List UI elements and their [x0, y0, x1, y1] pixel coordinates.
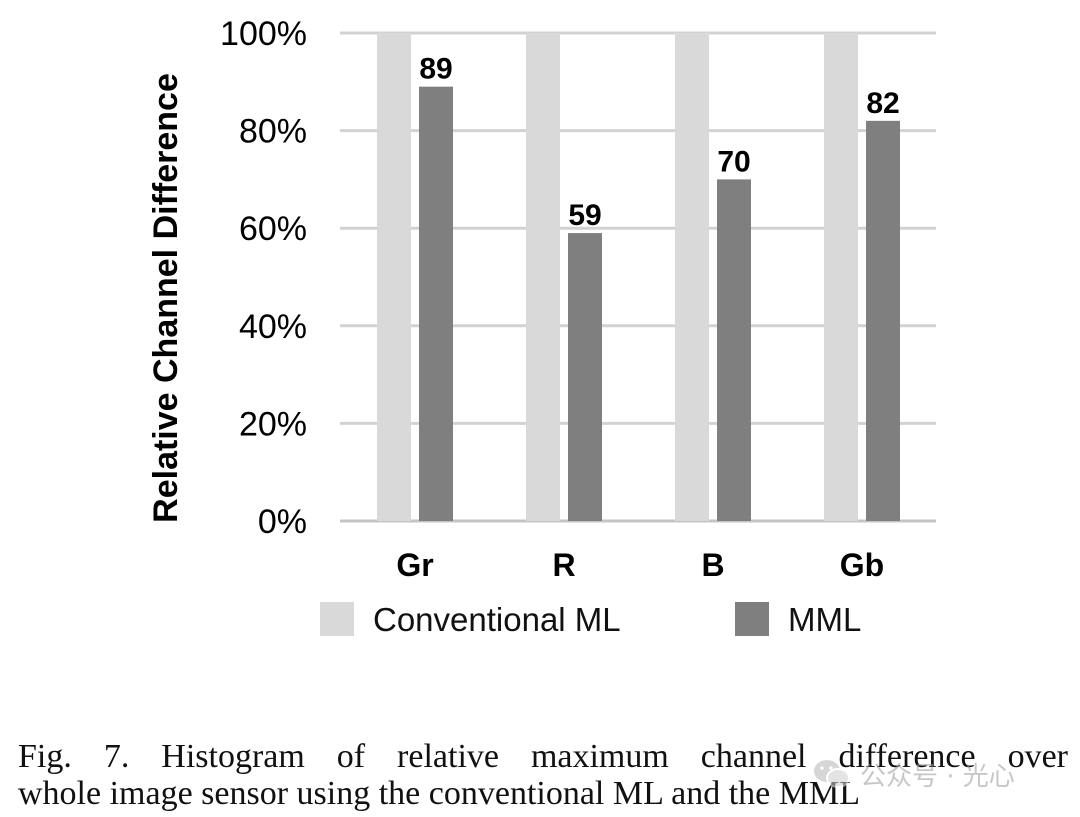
bar-mml-b	[717, 179, 751, 521]
bar-conventional-ml-b	[675, 33, 709, 521]
y-tick-label: 0%	[258, 503, 307, 541]
x-tick-label: B	[701, 547, 724, 583]
bar-conventional-ml-gr	[377, 33, 411, 521]
y-tick-label: 40%	[239, 308, 307, 346]
bar-conventional-ml-gb	[824, 33, 858, 521]
legend-swatch	[735, 602, 769, 636]
bar-mml-gb	[866, 120, 900, 521]
wechat-icon	[814, 760, 850, 788]
bars	[377, 33, 900, 522]
y-tick-label: 100%	[220, 15, 307, 53]
data-label: 59	[568, 199, 601, 232]
x-tick-label: Gr	[396, 547, 433, 583]
caption-line-2: whole image sensor using the conventiona…	[18, 775, 860, 812]
legend-swatch	[320, 602, 354, 636]
y-tick-label: 20%	[239, 405, 307, 443]
y-tick-label: 60%	[239, 210, 307, 248]
y-tick-labels: 0% 20% 40% 60% 80% 100%	[220, 15, 307, 541]
legend: Conventional ML MML	[320, 601, 861, 638]
y-axis-label: Relative Channel Difference	[147, 73, 185, 523]
y-tick-label: 80%	[239, 113, 307, 151]
caption-line-1: Fig. 7. Histogram of relative maximum ch…	[18, 738, 1068, 775]
legend-label: Conventional ML	[373, 601, 621, 638]
watermark: 公众号 · 光心	[812, 752, 1052, 796]
x-tick-label: R	[552, 547, 575, 583]
x-tick-labels: Gr R B Gb	[396, 547, 884, 583]
bar-mml-gr	[419, 86, 453, 522]
data-label: 70	[717, 145, 750, 178]
bar-chart: 0% 20% 40% 60% 80% 100% 89 59 70 82 Gr R B Gb Relat…	[147, 15, 936, 638]
figure-caption: Fig. 7. Histogram of relative maximum ch…	[18, 738, 1068, 812]
bar-mml-r	[568, 233, 602, 521]
bar-conventional-ml-r	[526, 33, 560, 521]
x-tick-label: Gb	[840, 547, 884, 583]
data-labels: 89 59 70 82	[419, 53, 899, 232]
data-label: 82	[866, 87, 899, 120]
watermark-text: 公众号 · 光心	[860, 761, 1015, 792]
legend-label: MML	[788, 601, 861, 638]
data-label: 89	[419, 53, 452, 86]
